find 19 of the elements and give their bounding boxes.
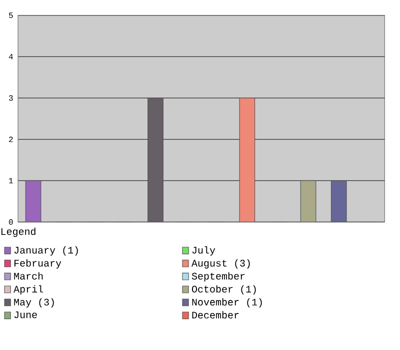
y-tick-label: 1 xyxy=(9,178,13,184)
legend-label: March xyxy=(14,272,43,280)
legend-label: February xyxy=(14,259,62,269)
legend-title: Legend xyxy=(1,228,36,237)
y-tick-label: 5 xyxy=(8,12,13,18)
legend-label: November (1) xyxy=(192,298,262,308)
legend-label: July xyxy=(192,246,216,256)
legend-label: August (3) xyxy=(191,259,250,269)
legend-label: January (1) xyxy=(14,246,78,256)
legend-label: September xyxy=(192,272,245,282)
y-tick-label: 3 xyxy=(8,95,13,101)
legend-label: October (1) xyxy=(192,285,256,295)
y-tick-label: 2 xyxy=(9,136,13,142)
legend-label: December xyxy=(192,311,239,319)
legend-label: May (3) xyxy=(14,298,54,308)
legend-label: April xyxy=(14,285,43,295)
y-tick-label: 4 xyxy=(8,54,13,60)
y-tick-label: 0 xyxy=(8,219,13,225)
legend-label: June xyxy=(14,311,37,318)
